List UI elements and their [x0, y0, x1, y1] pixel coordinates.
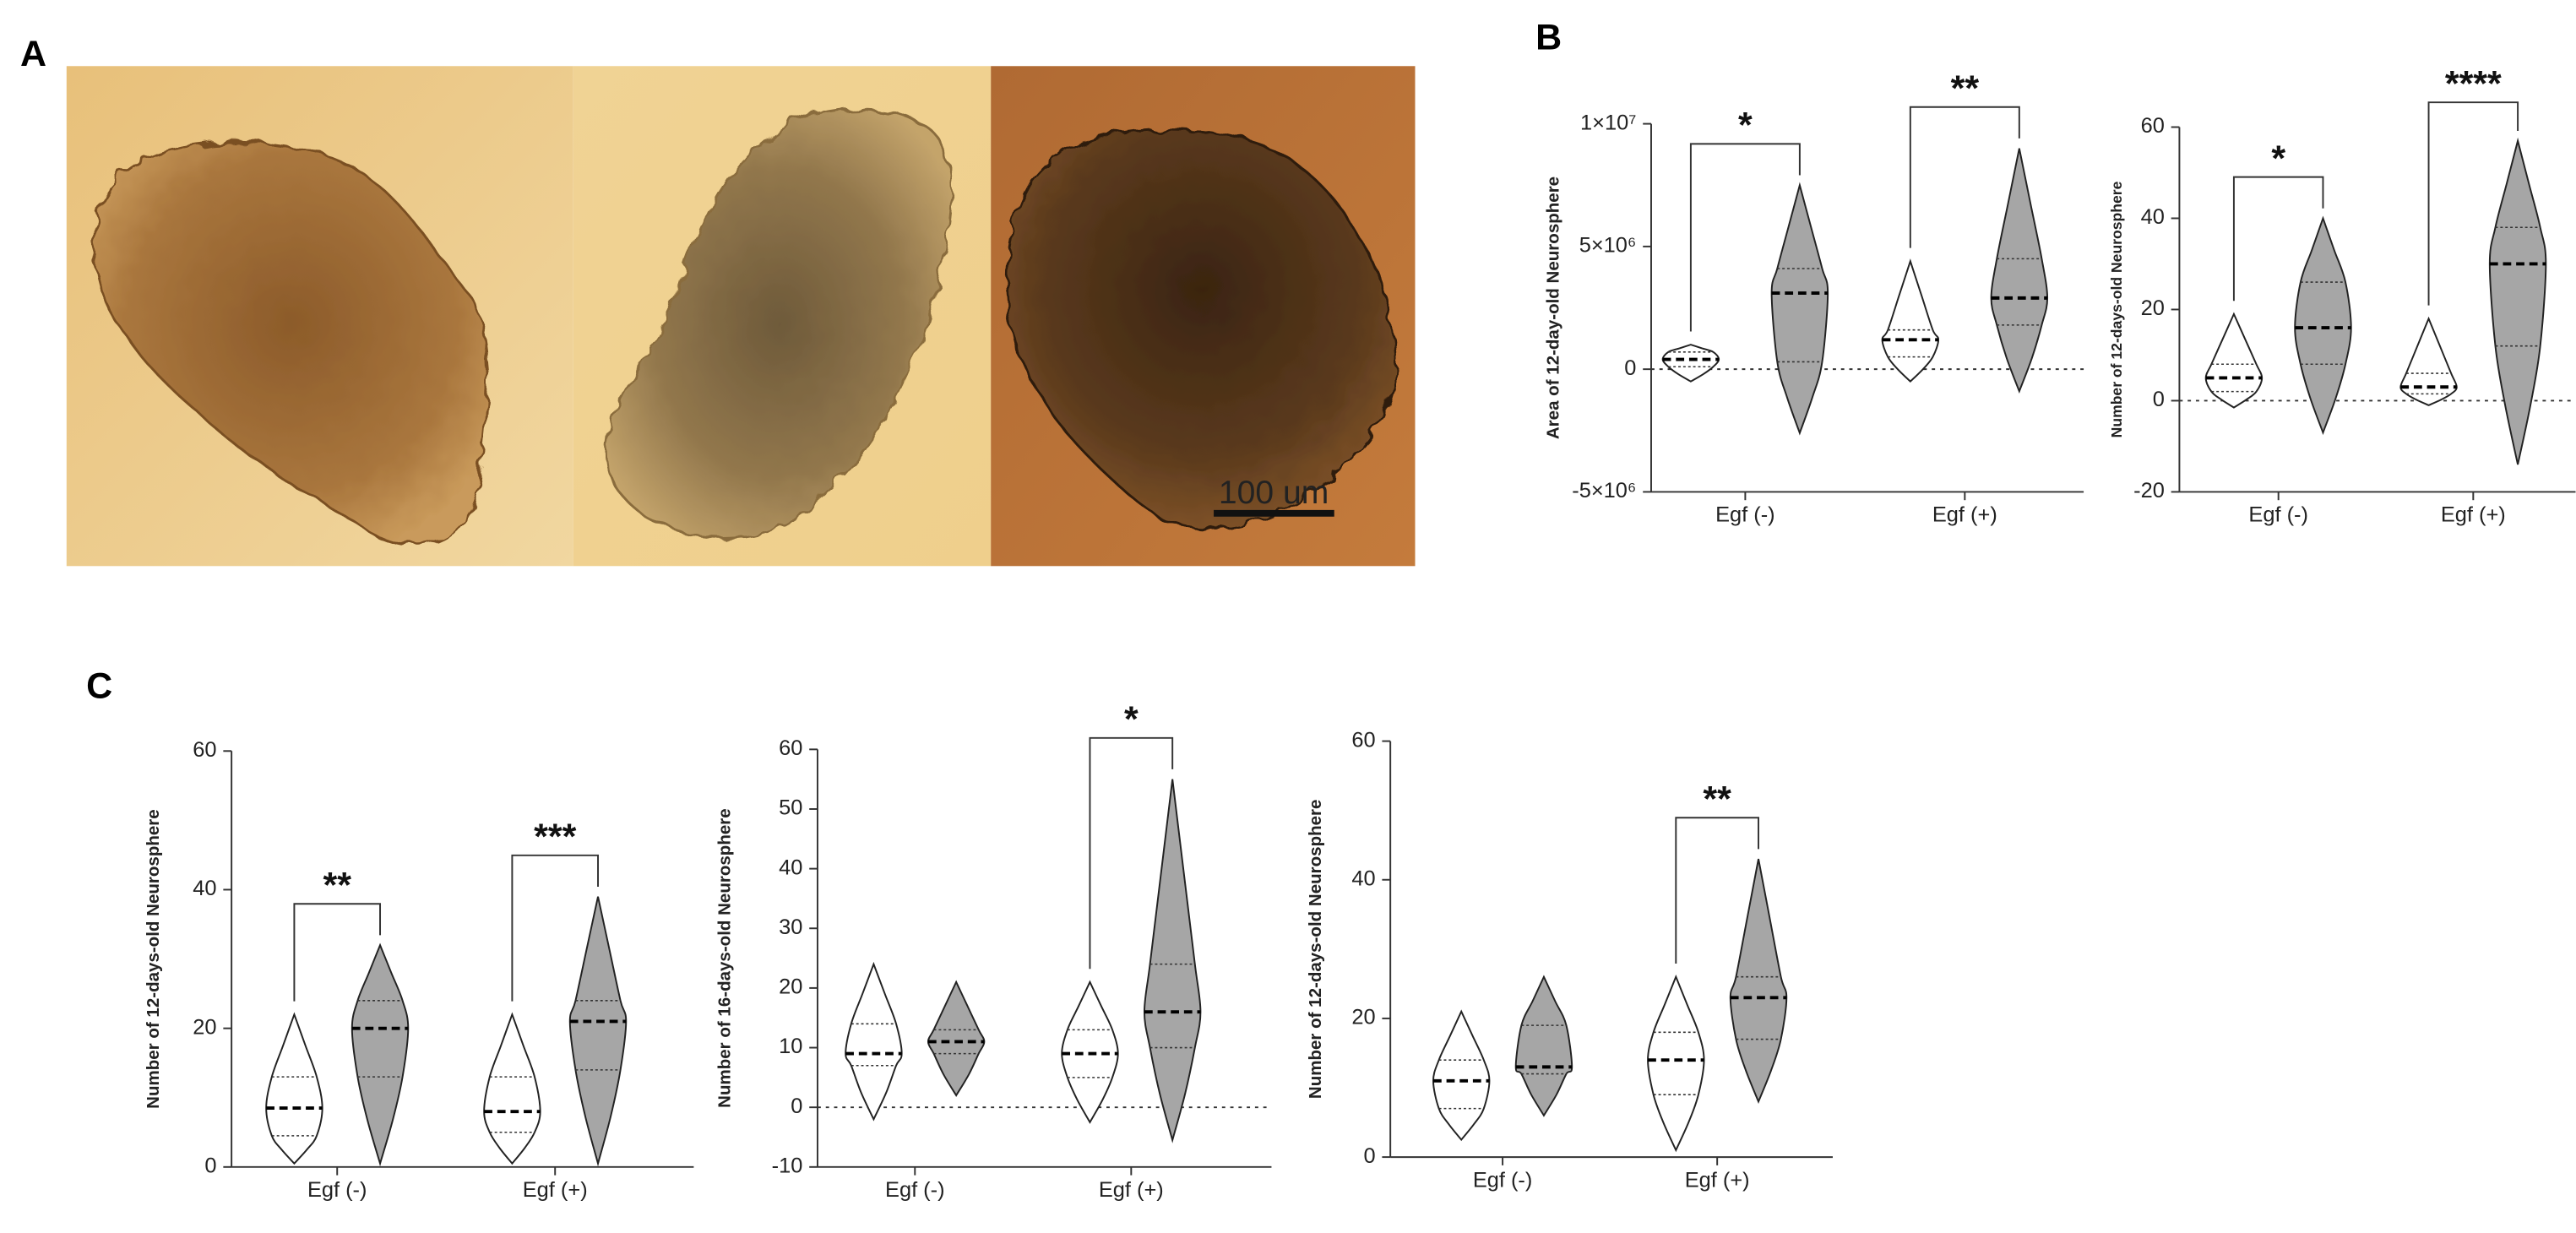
violin: [568, 896, 628, 1167]
panel-label: B: [1535, 18, 1562, 58]
x-tick-label: Egf (+): [1099, 1178, 1164, 1202]
y-tick-label: 50: [779, 796, 802, 820]
y-tick-label: 40: [779, 855, 802, 879]
y-tick-label: 40: [193, 877, 216, 900]
y-tick-label: 20: [2141, 296, 2165, 320]
x-tick-label: Egf (-): [1473, 1168, 1533, 1192]
significance-bracket: [1689, 143, 1801, 332]
significance-bracket: [293, 903, 382, 1002]
x-tick-label: Egf (+): [1685, 1168, 1750, 1192]
y-tick-label: -10: [772, 1154, 803, 1178]
significance-label: *: [2271, 139, 2285, 179]
y-tick-label: -5×10⁶: [1572, 479, 1636, 502]
x-tick-label: Egf (-): [2248, 503, 2308, 527]
violin-chart: -20 0 20 40 60 Number of 12-days-old Neurosph…: [2108, 63, 2576, 527]
significance-label: **: [1951, 68, 1980, 109]
neurosphere-3: [1005, 128, 1398, 530]
y-tick-label: 0: [1624, 356, 1636, 380]
violin: [2204, 312, 2264, 409]
violin: [2488, 137, 2547, 465]
y-tick-label: 10: [779, 1035, 802, 1058]
significance-bracket: [1675, 817, 1760, 964]
significance-bracket: [1909, 106, 2020, 248]
x-tick-label: Egf (-): [885, 1178, 945, 1202]
micrographs: [66, 66, 1416, 567]
y-tick-label: 1×10⁷: [1580, 111, 1636, 134]
panel-label: A: [20, 34, 46, 74]
y-axis-label: Area of 12-day-old Neurosphere: [1544, 177, 1563, 439]
violin: [1143, 779, 1202, 1143]
y-tick-label: 0: [2153, 388, 2165, 411]
y-axis-label: Number of 12-days-old Neurosphere: [2108, 181, 2125, 437]
violin-chart: 0 20 40 60 Number of 12-days-old Neurosphere…: [144, 738, 694, 1202]
violin: [1661, 344, 1720, 383]
significance-label: **: [323, 865, 351, 905]
y-tick-label: 40: [1351, 866, 1375, 890]
y-tick-label: 20: [779, 975, 802, 999]
y-tick-label: 0: [1363, 1144, 1375, 1168]
y-tick-label: 0: [791, 1094, 802, 1118]
y-tick-label: 20: [1351, 1006, 1375, 1029]
violin-chart: 0 20 40 60 Number of 12-days-old Neurosphere…: [1306, 728, 1833, 1192]
significance-label: **: [1703, 779, 1731, 819]
violin: [1881, 258, 1940, 383]
x-tick-label: Egf (+): [523, 1178, 588, 1202]
violin: [1432, 1009, 1491, 1142]
y-tick-label: 30: [779, 915, 802, 939]
violin: [1729, 858, 1788, 1105]
panel-label: C: [86, 666, 112, 707]
y-tick-label: 20: [193, 1015, 216, 1039]
y-tick-label: 60: [2141, 114, 2165, 138]
y-tick-label: 60: [193, 738, 216, 762]
y-tick-label: 5×10⁶: [1579, 234, 1637, 258]
significance-label: ****: [2445, 63, 2502, 104]
violin: [1770, 182, 1829, 436]
y-axis-label: Number of 12-days-old Neurosphere: [1306, 800, 1325, 1100]
violin: [2399, 316, 2458, 406]
significance-bracket: [511, 854, 600, 1002]
significance-bracket: [2232, 176, 2324, 301]
violin-chart: -5×10⁶ 0 5×10⁶ 1×10⁷ Area of 12-day-old Neur…: [1544, 68, 2084, 527]
y-tick-label: -20: [2133, 479, 2165, 502]
significance-label: *: [1738, 106, 1753, 146]
significance-bracket: [1089, 736, 1174, 970]
y-axis-label: Number of 16-days-old Neurosphere: [715, 808, 734, 1108]
x-tick-label: Egf (+): [2441, 503, 2506, 527]
violin: [265, 1012, 323, 1165]
violin: [845, 961, 903, 1122]
violin: [1647, 975, 1705, 1153]
significance-label: *: [1124, 699, 1139, 740]
neurosphere-1: [94, 141, 489, 546]
y-tick-label: 60: [1351, 728, 1375, 752]
y-tick-label: 40: [2141, 205, 2165, 229]
violin: [1990, 148, 2049, 394]
y-tick-label: 0: [204, 1154, 216, 1178]
significance-bracket: [2427, 101, 2519, 306]
x-tick-label: Egf (-): [1715, 503, 1775, 527]
y-axis-label: Number of 12-days-old Neurosphere: [144, 809, 163, 1109]
y-tick-label: 60: [779, 736, 802, 760]
scale-bar-label: 100 um: [1219, 475, 1329, 511]
neurosphere-2: [604, 107, 954, 540]
violin-chart: -10 0 10 20 30 40 50 60 Number of 16-days-old Ne…: [715, 699, 1272, 1202]
significance-label: ***: [534, 817, 576, 857]
violin: [483, 1012, 541, 1165]
violin: [351, 942, 410, 1167]
violin: [927, 980, 986, 1097]
x-tick-label: Egf (+): [1932, 503, 1997, 527]
violin: [1514, 975, 1573, 1117]
x-tick-label: Egf (-): [307, 1178, 367, 1202]
